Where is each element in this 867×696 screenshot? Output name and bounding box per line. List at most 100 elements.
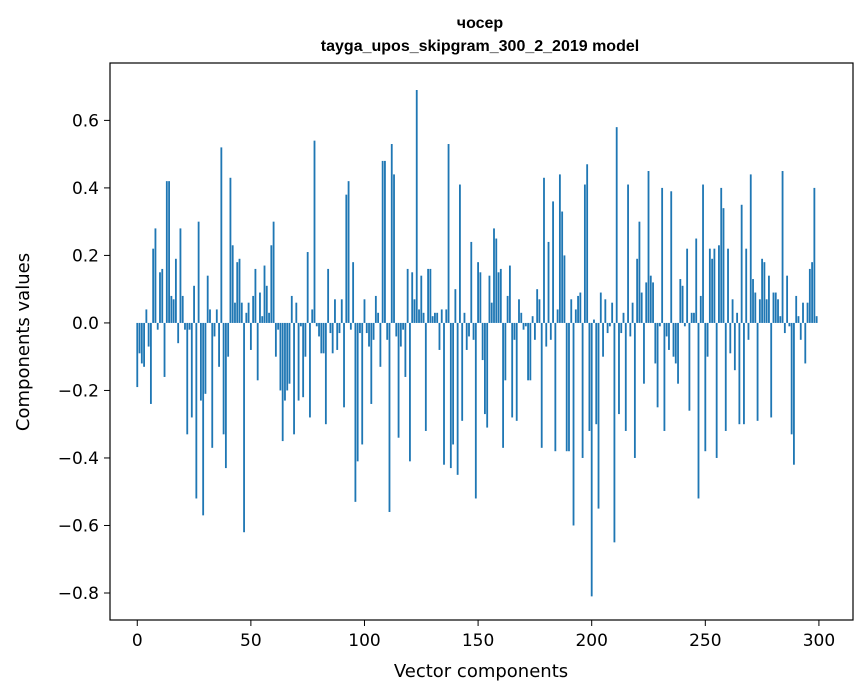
bar <box>754 292 757 323</box>
bar <box>409 322 411 462</box>
bar <box>297 322 300 401</box>
bar <box>779 316 782 323</box>
bar <box>663 322 666 431</box>
bar <box>288 322 291 384</box>
bar <box>515 322 518 421</box>
bar <box>477 262 479 323</box>
bar <box>170 295 173 323</box>
bar <box>620 322 623 334</box>
bar <box>343 322 345 408</box>
bar <box>686 248 689 323</box>
y-axis-label: Components values <box>13 253 34 431</box>
bar <box>254 268 257 323</box>
bar <box>381 160 384 323</box>
bar <box>688 322 691 411</box>
bar <box>284 322 286 401</box>
bar <box>597 322 600 509</box>
bar <box>606 322 609 334</box>
bar <box>736 312 739 323</box>
bar <box>140 322 143 364</box>
bar <box>370 322 373 404</box>
bar <box>674 322 677 364</box>
bar <box>427 268 430 323</box>
bar <box>249 322 252 350</box>
bar <box>261 316 264 323</box>
bar <box>384 160 386 323</box>
bar <box>793 322 795 465</box>
bar <box>440 309 443 323</box>
x-tick-label: 150 <box>462 631 494 651</box>
bar <box>747 322 750 340</box>
bar <box>561 211 564 323</box>
bar <box>508 265 511 323</box>
bar <box>533 322 536 340</box>
y-tick-label: 0.0 <box>72 314 99 334</box>
bar <box>184 322 186 330</box>
bar <box>390 144 393 323</box>
bar <box>377 312 380 323</box>
bar <box>138 322 141 354</box>
bar <box>463 312 466 323</box>
bar <box>156 322 159 330</box>
bar <box>813 187 816 323</box>
bar <box>259 292 261 323</box>
y-tick-label: 0.4 <box>72 179 99 199</box>
bar <box>331 322 334 354</box>
bar <box>552 201 554 323</box>
bar <box>631 302 634 323</box>
bar <box>677 322 679 384</box>
bar <box>190 322 193 418</box>
bar <box>693 312 695 323</box>
bar <box>586 164 589 323</box>
bar <box>481 322 484 361</box>
bar <box>281 322 284 442</box>
bar <box>220 147 223 323</box>
bar <box>797 316 800 323</box>
bar <box>202 322 205 516</box>
bar <box>538 299 541 323</box>
bar <box>713 248 716 323</box>
bar <box>647 171 650 323</box>
bar <box>618 322 620 415</box>
bar <box>393 174 395 323</box>
bar <box>672 322 675 357</box>
bar <box>697 322 700 499</box>
bar <box>286 322 289 391</box>
bar <box>252 295 255 323</box>
bar <box>622 312 625 323</box>
bar <box>311 309 314 323</box>
x-tick-label: 250 <box>689 631 721 651</box>
bar <box>447 144 450 323</box>
bar <box>765 299 768 323</box>
x-tick-label: 50 <box>240 631 262 651</box>
bar <box>513 322 516 340</box>
bar <box>486 322 489 428</box>
bar <box>245 312 248 323</box>
bar <box>468 322 470 337</box>
bar <box>640 292 643 323</box>
bar <box>661 187 664 323</box>
bar <box>590 322 593 597</box>
bar <box>224 322 227 469</box>
bar <box>459 184 461 323</box>
bar <box>340 299 343 323</box>
bar <box>268 312 270 323</box>
bar <box>315 322 318 327</box>
bar <box>572 322 575 526</box>
bar <box>668 322 670 350</box>
bar <box>277 322 280 330</box>
bar <box>574 309 577 323</box>
bar <box>374 295 377 323</box>
bar <box>327 268 330 323</box>
bar <box>629 322 632 337</box>
bar <box>388 322 391 512</box>
bar <box>424 322 427 431</box>
bar <box>504 322 507 381</box>
bar <box>172 299 175 323</box>
bar <box>159 272 161 323</box>
bar <box>247 302 250 323</box>
bar <box>227 322 230 357</box>
bar <box>152 248 155 323</box>
bar <box>761 258 764 323</box>
bar <box>295 302 298 323</box>
